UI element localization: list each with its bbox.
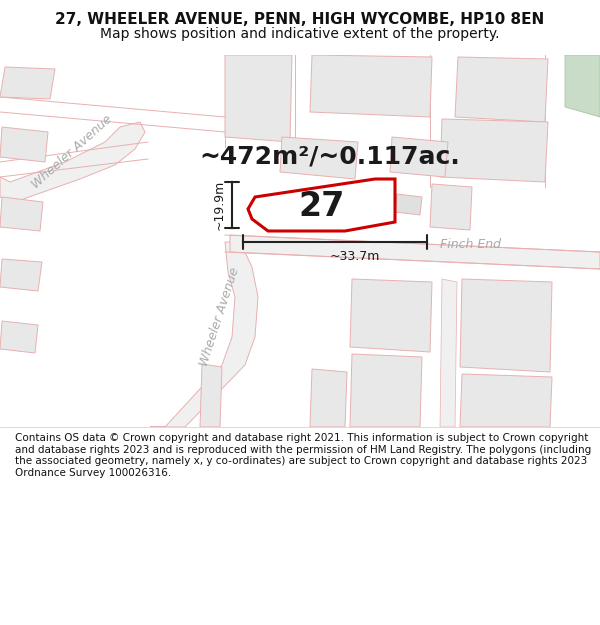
Polygon shape (0, 259, 42, 291)
Text: 27: 27 (299, 191, 345, 224)
Text: Map shows position and indicative extent of the property.: Map shows position and indicative extent… (100, 28, 500, 41)
Text: ~19.9m: ~19.9m (213, 180, 226, 230)
Polygon shape (0, 321, 38, 353)
Polygon shape (248, 179, 395, 231)
Polygon shape (230, 235, 600, 269)
Text: Wheeler Avenue: Wheeler Avenue (29, 112, 115, 191)
Polygon shape (390, 137, 448, 177)
Polygon shape (0, 197, 43, 231)
Polygon shape (0, 67, 55, 99)
Polygon shape (455, 57, 548, 122)
Polygon shape (280, 137, 358, 179)
Polygon shape (350, 354, 422, 427)
Text: ~472m²/~0.117ac.: ~472m²/~0.117ac. (200, 145, 460, 169)
Polygon shape (440, 279, 457, 427)
Text: 27, WHEELER AVENUE, PENN, HIGH WYCOMBE, HP10 8EN: 27, WHEELER AVENUE, PENN, HIGH WYCOMBE, … (55, 12, 545, 27)
Text: ~33.7m: ~33.7m (330, 250, 380, 263)
Polygon shape (310, 55, 432, 117)
Polygon shape (225, 55, 292, 142)
Text: Contains OS data © Crown copyright and database right 2021. This information is : Contains OS data © Crown copyright and d… (15, 433, 591, 478)
Polygon shape (460, 279, 552, 372)
Polygon shape (150, 242, 258, 427)
Polygon shape (0, 127, 48, 162)
Text: Wheeler Avenue: Wheeler Avenue (198, 266, 242, 368)
Polygon shape (395, 194, 422, 215)
Polygon shape (440, 119, 548, 182)
Polygon shape (430, 184, 472, 230)
Polygon shape (460, 374, 552, 427)
Text: Finch End: Finch End (439, 238, 500, 251)
Polygon shape (310, 369, 347, 427)
Polygon shape (350, 279, 432, 352)
Polygon shape (565, 55, 600, 117)
Polygon shape (200, 364, 222, 427)
Polygon shape (0, 122, 145, 202)
